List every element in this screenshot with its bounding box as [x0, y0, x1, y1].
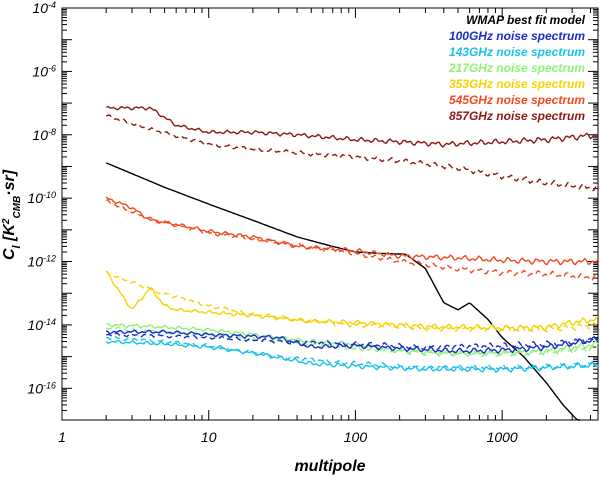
- y-axis-title-c: C: [1, 248, 18, 260]
- legend-entry: 217GHz noise spectrum: [448, 61, 585, 75]
- series-line-545ghz-dashed: [106, 199, 599, 282]
- axis-ticks: 1 10 100 1000 10-4 10-6 10-8 10-10 10-12 10-14 10-…: [27, 0, 598, 445]
- y-axis-title: Cl [K2CMB·sr]: [1, 169, 24, 260]
- series-line-353ghz-dashed: [105, 270, 599, 334]
- y-tick-label: 10-8: [32, 127, 56, 143]
- x-axis-title: multipole: [294, 458, 365, 475]
- series-line-143ghz-dashed: [106, 336, 599, 372]
- series-line-545ghz-solid: [105, 196, 599, 266]
- series-lines: [105, 105, 599, 421]
- x-tick-label: 10: [201, 429, 217, 445]
- legend-entry: 545GHz noise spectrum: [449, 93, 585, 107]
- series-line-857ghz-dashed: [105, 114, 599, 192]
- legend-entry: 353GHz noise spectrum: [449, 77, 585, 91]
- y-axis-title-bracket: [K: [1, 223, 18, 246]
- series-line-217ghz-dashed: [105, 326, 599, 358]
- plot-area: [61, 7, 599, 421]
- series-line-857ghz-solid: [106, 105, 599, 148]
- x-tick-label: 1000: [487, 429, 518, 445]
- y-tick-label: 10-4: [32, 0, 56, 16]
- series-line-wmap-solid: [105, 162, 581, 421]
- legend-entry: 100GHz noise spectrum: [449, 29, 585, 43]
- y-axis-title-cmb: CMB: [12, 196, 23, 219]
- legend-entry: 857GHz noise spectrum: [449, 109, 585, 123]
- y-tick-label: 10-10: [27, 190, 56, 206]
- y-axis-title-sup: 2: [1, 218, 12, 225]
- legend: WMAP best fit model 100GHz noise spectrum…: [448, 13, 586, 123]
- y-tick-label: 10-16: [27, 380, 56, 396]
- y-tick-label: 10-12: [27, 254, 56, 270]
- x-tick-label: 100: [344, 429, 368, 445]
- series-line-100ghz-dashed: [105, 332, 599, 351]
- series-line-100ghz-solid: [105, 329, 599, 354]
- y-axis-title-post: ·sr]: [1, 169, 18, 195]
- y-axis-title-l: l: [11, 244, 23, 248]
- y-tick-label: 10-14: [27, 317, 56, 333]
- legend-entry: WMAP best fit model: [466, 13, 586, 27]
- legend-entry: 143GHz noise spectrum: [449, 45, 585, 59]
- series-line-353ghz-solid: [105, 270, 599, 332]
- y-tick-label: 10-6: [32, 63, 56, 79]
- series-line-143ghz-solid: [105, 339, 599, 373]
- x-tick-label: 1: [58, 429, 66, 445]
